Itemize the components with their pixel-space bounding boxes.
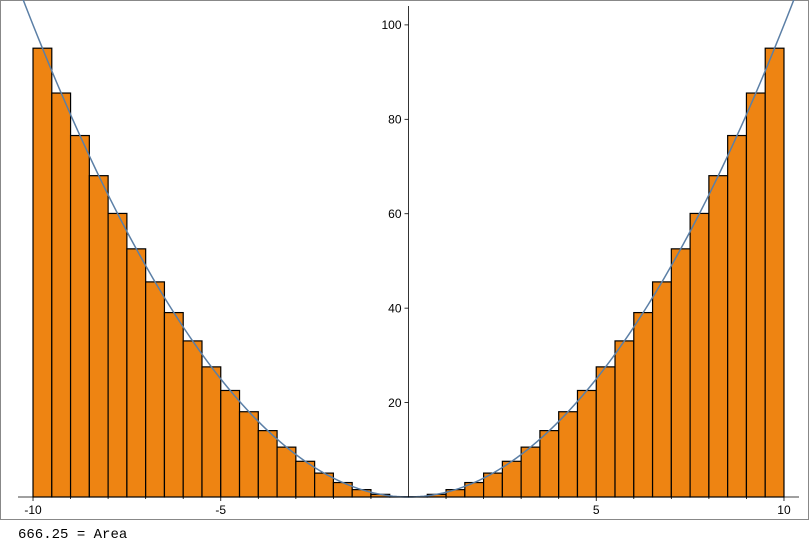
riemann-bar (559, 412, 578, 497)
riemann-bar (690, 213, 709, 497)
riemann-bar (277, 447, 296, 497)
riemann-bar (183, 341, 202, 497)
riemann-bar (352, 490, 371, 497)
riemann-bar (728, 136, 747, 497)
y-tick-label: 80 (388, 113, 402, 127)
y-tick-label: 100 (381, 18, 401, 32)
riemann-bar (221, 390, 240, 497)
riemann-bar (202, 367, 221, 497)
riemann-bar (746, 93, 765, 497)
riemann-bar (502, 461, 521, 497)
riemann-bar (653, 282, 672, 497)
y-tick-label: 40 (388, 301, 402, 315)
riemann-bar (108, 213, 127, 497)
riemann-bar (615, 341, 634, 497)
x-tick-label: 5 (593, 503, 600, 517)
riemann-bar (577, 390, 596, 497)
riemann-bar (671, 249, 690, 497)
riemann-chart: -10 -5 5 10 20 40 60 80 100 (0, 0, 809, 525)
area-caption: 666.25 = Area (0, 527, 809, 543)
riemann-bar (89, 176, 108, 497)
riemann-bar (296, 461, 315, 497)
area-label: Area (94, 527, 128, 543)
riemann-bar (765, 48, 784, 497)
x-tick-label: -5 (215, 503, 226, 517)
riemann-bar (240, 412, 259, 497)
riemann-bar (634, 313, 653, 497)
riemann-bar (596, 367, 615, 497)
riemann-bar (52, 93, 71, 497)
area-value: 666.25 (18, 527, 68, 543)
riemann-bar (540, 431, 559, 497)
riemann-bar (146, 282, 165, 497)
riemann-bar (33, 48, 52, 497)
y-tick-label: 60 (388, 207, 402, 221)
riemann-bar (127, 249, 146, 497)
riemann-bar (71, 136, 90, 497)
riemann-bar (521, 447, 540, 497)
riemann-bar (446, 490, 465, 497)
caption-sep: = (77, 527, 85, 543)
riemann-bar (709, 176, 728, 497)
riemann-bar (164, 313, 183, 497)
riemann-bar (258, 431, 277, 497)
x-tick-label: 10 (777, 503, 791, 517)
x-tick-label: -10 (24, 503, 42, 517)
y-tick-label: 20 (388, 396, 402, 410)
chart-svg: -10 -5 5 10 20 40 60 80 100 (0, 0, 809, 520)
